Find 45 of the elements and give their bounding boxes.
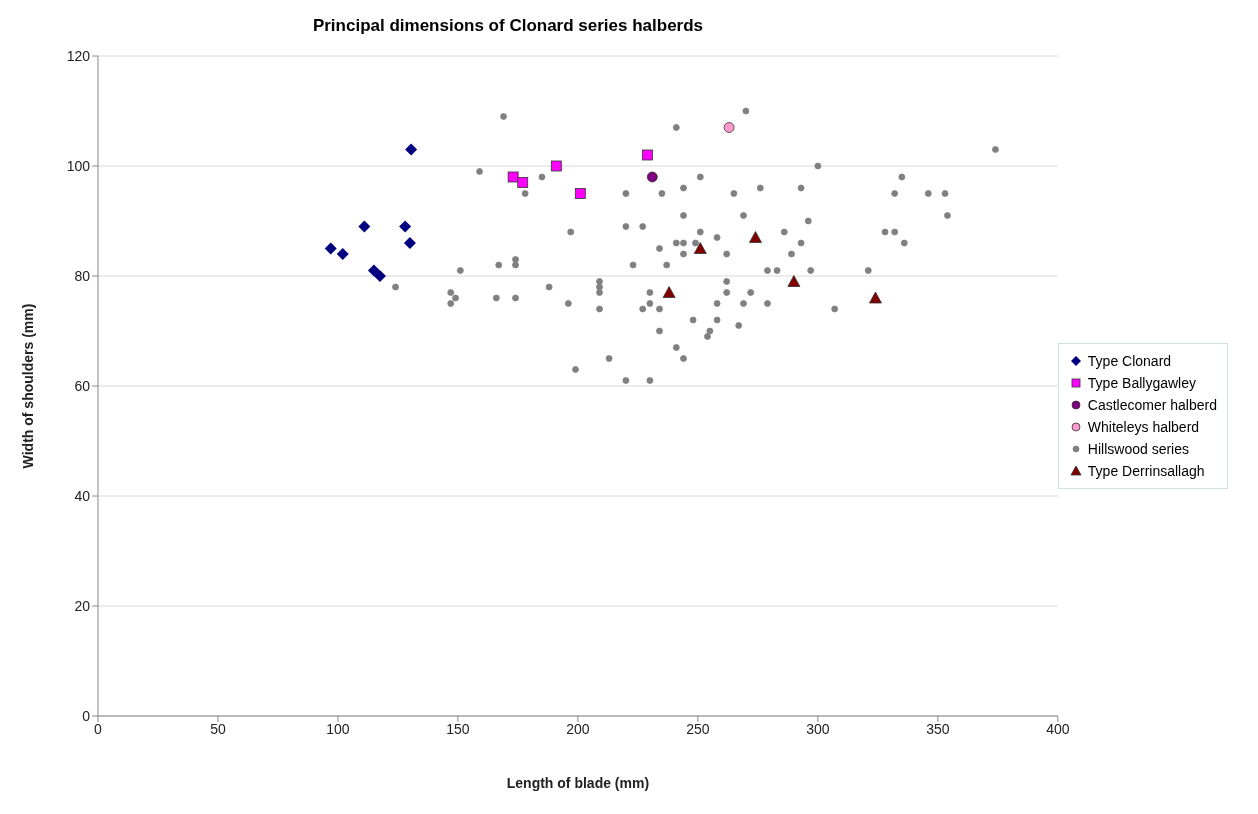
point bbox=[358, 220, 371, 233]
legend-label: Type Clonard bbox=[1087, 353, 1172, 369]
x-tick-label: 250 bbox=[686, 720, 710, 737]
point bbox=[723, 122, 735, 133]
x-tick-label: 0 bbox=[94, 720, 103, 737]
x-tick-label: 200 bbox=[566, 720, 590, 737]
point bbox=[642, 149, 653, 161]
point bbox=[550, 160, 562, 172]
point bbox=[749, 231, 762, 243]
point bbox=[373, 270, 386, 282]
y-tick-label: 120 bbox=[66, 47, 91, 64]
x-tick-label: 400 bbox=[1046, 720, 1070, 737]
point bbox=[574, 188, 586, 199]
point bbox=[646, 171, 658, 183]
x-tick-label: 100 bbox=[326, 720, 350, 737]
x-tick-label: 50 bbox=[210, 720, 226, 737]
point bbox=[405, 143, 418, 156]
y-tick-label: 0 bbox=[82, 707, 91, 724]
x-tick-label: 150 bbox=[446, 720, 470, 737]
x-tick-label: 350 bbox=[926, 720, 950, 737]
point bbox=[403, 237, 416, 249]
legend-label: Hillswood series bbox=[1087, 441, 1189, 457]
chart-title: Principal dimensions of Clonard series halberds bbox=[311, 15, 705, 36]
legend-label: Type Ballygawley bbox=[1087, 375, 1196, 391]
point bbox=[507, 171, 519, 183]
point bbox=[336, 248, 349, 260]
legend-label: Castlecomer halberd bbox=[1087, 397, 1217, 413]
point bbox=[662, 286, 676, 298]
point bbox=[787, 275, 801, 287]
point bbox=[517, 177, 529, 188]
y-tick-label: 100 bbox=[66, 157, 91, 174]
point bbox=[869, 291, 882, 304]
y-tick-label: 60 bbox=[74, 377, 91, 394]
point bbox=[399, 220, 412, 233]
x-axis-title: Length of blade (mm) bbox=[506, 775, 650, 791]
y-tick-label: 20 bbox=[74, 597, 91, 614]
point bbox=[693, 242, 707, 254]
x-tick-label: 300 bbox=[806, 720, 830, 737]
y-tick-label: 80 bbox=[74, 267, 91, 284]
point bbox=[324, 242, 337, 255]
legend-label: Type Derrinsallagh bbox=[1087, 463, 1205, 479]
point bbox=[367, 264, 380, 277]
y-tick-label: 40 bbox=[74, 487, 91, 504]
legend-label: Whiteleys halberd bbox=[1087, 419, 1200, 435]
y-axis-title: Width of shoulders (mm) bbox=[19, 303, 36, 469]
